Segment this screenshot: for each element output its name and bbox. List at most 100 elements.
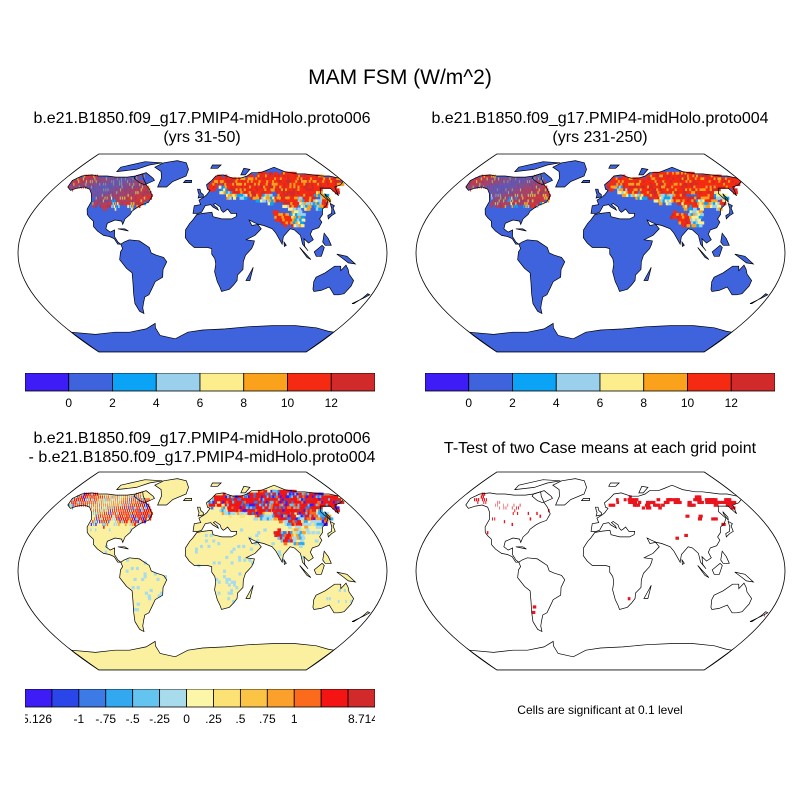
grid-cell: [204, 539, 208, 543]
grid-cell: [92, 177, 94, 181]
grid-cell: [495, 191, 496, 195]
grid-cell: [235, 498, 239, 502]
colorbar-tick-label: .75: [259, 712, 276, 726]
grid-cell: [129, 522, 132, 527]
grid-cell: [659, 196, 663, 200]
grid-cell: [237, 180, 241, 184]
grid-cell: [247, 500, 252, 505]
grid-cell: [532, 180, 534, 184]
grid-cell: [101, 202, 103, 206]
grid-cell: [300, 204, 305, 209]
grid-cell: [297, 525, 302, 529]
colorbar-swatch: [78, 689, 107, 708]
grid-cell: [276, 188, 281, 192]
grid-cell: [227, 495, 230, 499]
grid-cell: [284, 517, 289, 521]
grid-cell: [730, 500, 737, 505]
grid-cell: [493, 180, 495, 184]
grid-cell: [113, 188, 115, 192]
grid-cell: [671, 185, 676, 189]
grid-cell: [105, 498, 107, 502]
grid-cell: [131, 522, 134, 527]
coastline-britain: [595, 188, 602, 199]
grid-cell: [98, 517, 100, 521]
colorbar-swatch: [643, 373, 688, 392]
grid-cell: [708, 199, 714, 203]
grid-cell: [489, 174, 491, 178]
grid-cell: [653, 503, 657, 507]
grid-cell: [262, 199, 266, 203]
grid-cell: [74, 503, 76, 507]
grid-cell: [131, 511, 134, 516]
grid-cell: [692, 213, 697, 217]
grid-cell: [94, 520, 96, 524]
grid-cell: [100, 517, 102, 521]
grid-cell: [223, 569, 226, 573]
grid-cell: [221, 498, 225, 502]
grid-cell: [248, 180, 253, 184]
grid-cell: [99, 182, 101, 187]
grid-cell: [219, 498, 223, 502]
grid-cell: [481, 492, 484, 496]
grid-cell: [674, 191, 678, 195]
grid-cell: [100, 495, 102, 499]
grid-cell: [476, 177, 479, 181]
grid-cell: [143, 575, 147, 579]
grid-cell: [505, 188, 507, 192]
grid-cell: [263, 182, 268, 187]
grid-cell: [517, 177, 518, 181]
grid-cell: [639, 193, 643, 198]
coastline-baffin: [531, 490, 553, 504]
grid-cell: [238, 572, 242, 576]
grid-cell: [503, 202, 506, 206]
grid-cell: [291, 522, 296, 527]
grid-cell: [515, 188, 517, 192]
grid-cell: [103, 177, 105, 181]
grid-cell: [138, 511, 140, 516]
colorbar-swatch: [51, 689, 80, 708]
grid-cell: [275, 511, 280, 516]
grid-cell: [479, 182, 481, 187]
grid-cell: [246, 492, 251, 496]
grid-cell: [241, 498, 245, 502]
grid-cell: [658, 177, 663, 181]
colorbar-swatch: [159, 689, 187, 708]
grid-cell: [210, 182, 213, 187]
grid-cell: [224, 503, 228, 507]
grid-cell: [105, 202, 108, 206]
coastline-novaya-zemlya: [638, 167, 649, 176]
grid-cell: [493, 174, 495, 178]
grid-cell: [120, 199, 122, 203]
grid-cell: [295, 224, 300, 228]
grid-cell: [79, 498, 82, 502]
grid-cell: [240, 495, 244, 499]
grid-cell: [261, 514, 265, 518]
grid-cell: [276, 196, 281, 200]
grid-cell: [662, 188, 667, 192]
grid-cell: [635, 196, 639, 200]
grid-cell: [104, 196, 106, 200]
grid-cell: [239, 498, 243, 502]
grid-cell: [214, 500, 218, 505]
grid-cell: [87, 180, 89, 184]
grid-cell: [241, 511, 245, 516]
grid-cell: [120, 188, 121, 192]
grid-cell: [665, 500, 670, 505]
grid-cell: [644, 185, 649, 189]
coastline-novaya-zemlya: [240, 167, 251, 176]
grid-cell: [103, 509, 105, 513]
grid-cell: [280, 506, 285, 510]
grid-cell: [221, 511, 225, 516]
grid-cell: [130, 202, 133, 206]
grid-cell: [537, 191, 539, 195]
grid-cell: [221, 191, 225, 195]
grid-cell: [500, 196, 502, 200]
grid-cell: [265, 509, 270, 513]
grid-cell: [271, 182, 276, 187]
grid-cell: [506, 202, 508, 206]
grid-cell: [119, 177, 120, 181]
grid-cell: [279, 533, 283, 538]
grid-cell: [286, 522, 291, 527]
grid-cell: [655, 199, 660, 203]
grid-cell: [124, 196, 126, 200]
